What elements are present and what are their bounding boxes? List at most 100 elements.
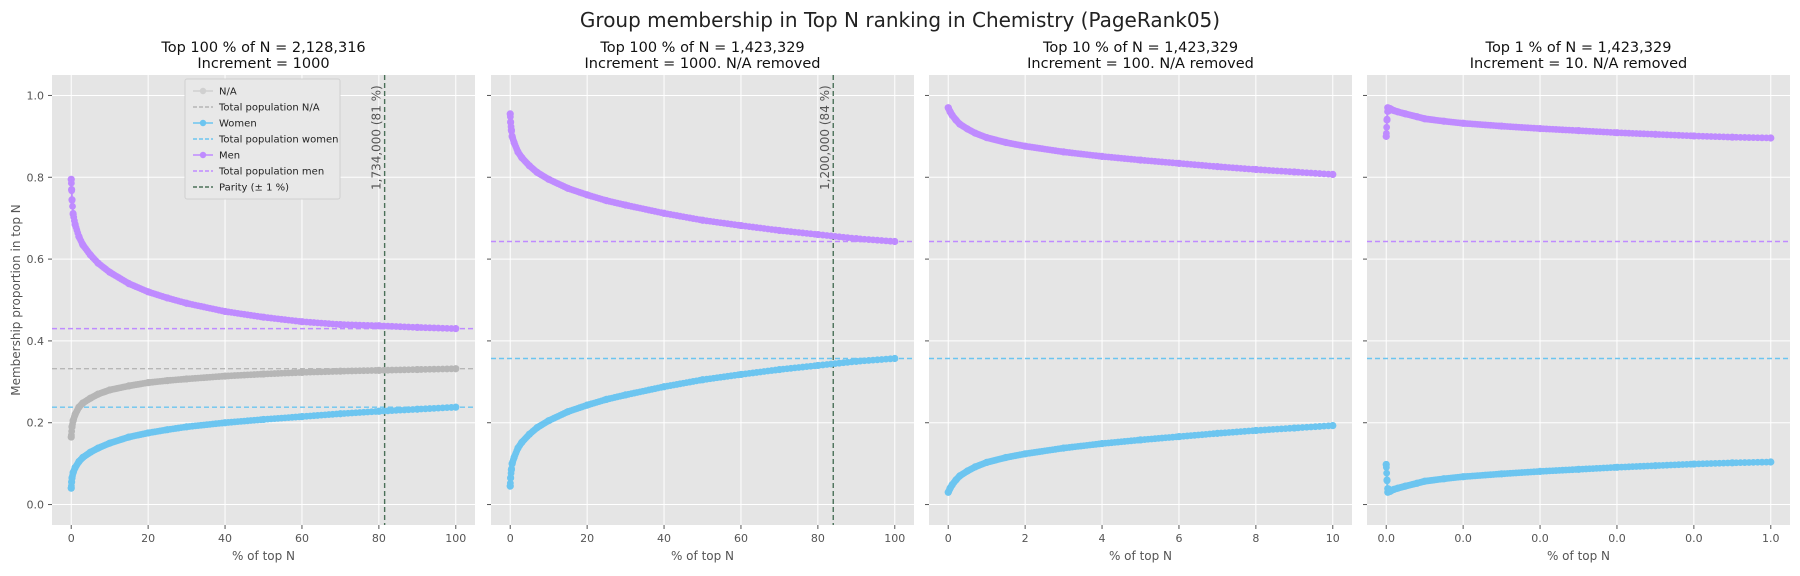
- y-tick-label: 0.8: [27, 171, 45, 184]
- legend-item: Total population N/A: [193, 103, 320, 114]
- plot-area: [491, 75, 914, 525]
- y-tick-label: 0.4: [27, 335, 45, 348]
- series-women: [67, 403, 460, 492]
- x-tick-label: 0.0: [1377, 532, 1395, 545]
- legend: N/A Total population N/A Women Total popula…: [184, 78, 341, 200]
- x-tick-label: 60: [734, 532, 748, 545]
- x-tick-label: 0: [68, 532, 75, 545]
- x-axis-label: % of top N: [1109, 549, 1172, 563]
- x-tick-label: 80: [372, 532, 386, 545]
- panel-1: 0 20 40 60 80 100 0.0 0.2 0.4 0.6 0.8 1.0 1,734,000 …: [9, 40, 475, 563]
- legend-marker: [199, 119, 207, 127]
- legend-item: N/A: [193, 87, 237, 98]
- x-tick-label: 20: [580, 532, 594, 545]
- x-tick-label: 80: [811, 532, 825, 545]
- series-men: [1382, 104, 1775, 142]
- x-tick-label: 2: [1022, 532, 1029, 545]
- panel-title-line2: Increment = 10. N/A removed: [1470, 56, 1688, 72]
- legend-label: Parity (± 1 %): [219, 183, 289, 194]
- y-axis-label: Membership proportion in top N: [9, 204, 23, 396]
- legend-marker: [199, 87, 207, 95]
- marker-women: [506, 479, 514, 487]
- x-axis-label: % of top N: [671, 549, 734, 563]
- series-men: [67, 175, 460, 333]
- x-tick-label: 0: [507, 532, 514, 545]
- x-tick-label: 40: [657, 532, 671, 545]
- x-tick-label: 1.0: [1762, 532, 1780, 545]
- marker-men: [891, 238, 899, 245]
- legend-box: [184, 78, 341, 200]
- marker-men: [1329, 171, 1337, 178]
- legend-item: Total population women: [193, 135, 338, 146]
- x-tick-label: 0.0: [1531, 532, 1549, 545]
- parity-label: 1,200,000 (84 %): [818, 85, 832, 190]
- legend-label: Men: [219, 151, 240, 162]
- legend-label: Women: [219, 119, 257, 130]
- panel-2: 0 20 40 60 80 100 1,200,000 (84 %) Top 100 % of…: [487, 40, 914, 563]
- panel-3: 0 2 4 6 8 10 Top 10 % of N = 1,423,329Incremen…: [925, 40, 1352, 563]
- marker-men: [1383, 123, 1391, 131]
- legend-item: Parity (± 1 %): [193, 183, 289, 194]
- legend-label: Total population women: [218, 135, 338, 146]
- panel-title-line1: Top 10 % of N = 1,423,329: [1042, 40, 1238, 56]
- series-men: [506, 110, 899, 246]
- series-women: [506, 354, 899, 490]
- panel-title-line2: Increment = 100. N/A removed: [1027, 56, 1254, 72]
- series-women: [1382, 458, 1775, 496]
- panel-4: 0.0 0.0 0.0 0.0 0.0 1.0 Top 1 % of N = 1,423,3…: [1363, 40, 1790, 563]
- marker-men: [69, 202, 76, 210]
- marker-men: [1767, 134, 1775, 142]
- panel-title-line1: Top 100 % of N = 2,128,316: [160, 40, 365, 56]
- figure-title: Group membership in Top N ranking in Che…: [579, 8, 1221, 32]
- marker-men: [67, 179, 75, 187]
- y-tick-label: 0.6: [27, 253, 45, 266]
- marker-men: [68, 187, 76, 195]
- x-tick-label: 0.0: [1454, 532, 1472, 545]
- x-tick-label: 0.0: [1608, 532, 1626, 545]
- panel-title-line2: Increment = 1000. N/A removed: [585, 56, 821, 72]
- marker-na: [452, 365, 460, 373]
- plot-area: [1367, 75, 1790, 525]
- marker-women: [1383, 469, 1391, 477]
- y-tick-label: 1.0: [27, 89, 45, 102]
- legend-item: Total population men: [193, 167, 324, 178]
- x-tick-label: 6: [1175, 532, 1182, 545]
- marker-women: [891, 355, 899, 362]
- panel-title-line2: Increment = 1000: [197, 56, 329, 72]
- legend-item: Women: [193, 119, 257, 130]
- x-tick-label: 20: [141, 532, 155, 545]
- legend-label: Total population N/A: [218, 103, 320, 114]
- marker-men: [452, 325, 460, 333]
- marker-men: [68, 197, 76, 204]
- x-tick-label: 10: [1326, 532, 1340, 545]
- x-tick-label: 100: [445, 532, 466, 545]
- series-na: [67, 365, 460, 441]
- x-tick-label: 100: [884, 532, 905, 545]
- plot-area: [929, 75, 1352, 525]
- marker-women: [1329, 422, 1337, 429]
- marker-men: [1382, 129, 1390, 137]
- series-men: [944, 104, 1337, 179]
- legend-marker: [199, 151, 207, 159]
- series-women: [944, 421, 1337, 496]
- x-tick-label: 40: [218, 532, 232, 545]
- x-tick-label: 60: [295, 532, 309, 545]
- x-tick-label: 0.0: [1685, 532, 1703, 545]
- y-tick-label: 0.0: [27, 499, 45, 512]
- y-tick-label: 0.2: [27, 417, 45, 430]
- marker-women: [1382, 463, 1390, 471]
- x-axis-label: % of top N: [1547, 549, 1610, 563]
- x-tick-label: 0: [945, 532, 952, 545]
- panel-title-line1: Top 100 % of N = 1,423,329: [599, 40, 804, 56]
- parity-label: 1,734,000 (81 %): [370, 85, 384, 190]
- marker-men: [506, 113, 514, 121]
- marker-men: [1383, 115, 1391, 123]
- legend-label: N/A: [219, 87, 237, 98]
- x-tick-label: 4: [1099, 532, 1106, 545]
- x-tick-label: 8: [1252, 532, 1259, 545]
- legend-item: Men: [193, 151, 240, 162]
- marker-women: [1383, 477, 1391, 485]
- x-axis-label: % of top N: [232, 549, 295, 563]
